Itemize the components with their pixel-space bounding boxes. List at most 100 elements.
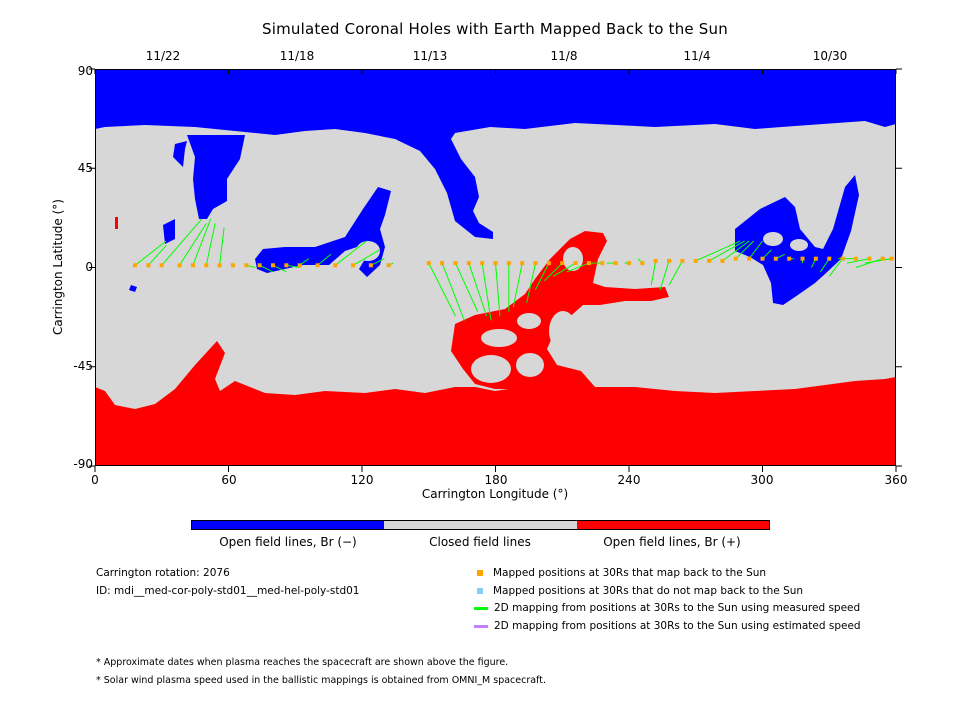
mapped-point xyxy=(653,258,658,263)
mapped-point xyxy=(204,263,209,268)
footnote: * Approximate dates when plasma reaches … xyxy=(96,657,509,668)
top-date-label: 11/8 xyxy=(550,49,578,63)
mapping-line xyxy=(205,223,216,266)
legend-item-estimated: 2D mapping from positions at 30Rs to the… xyxy=(474,620,861,634)
mapped-point xyxy=(315,263,320,268)
legend-marker-purple-line xyxy=(474,624,488,628)
open-negative-region-small xyxy=(163,219,175,244)
mapping-line xyxy=(526,262,537,303)
mapping-line xyxy=(553,262,576,277)
colorbar-label-negative: Open field lines, Br (−) xyxy=(219,535,357,549)
mapped-point xyxy=(177,263,182,268)
mapping-line xyxy=(828,258,843,277)
carrington-rotation-text: Carrington rotation: 2076 xyxy=(96,567,230,579)
mapping-line xyxy=(855,258,883,268)
colorbar-segment-positive xyxy=(576,521,769,529)
mapping-line xyxy=(219,227,225,266)
legend-marker-orange-square xyxy=(477,570,483,576)
mapping-line xyxy=(748,240,763,259)
mapped-point xyxy=(889,256,894,261)
mapped-point xyxy=(693,258,698,263)
mapping-lines-group xyxy=(134,218,892,321)
mapped-point xyxy=(257,263,262,268)
mapped-point xyxy=(627,261,631,266)
mapping-line xyxy=(334,240,367,266)
closed-island xyxy=(516,353,544,377)
mapped-point xyxy=(333,263,338,268)
axis-ticks xyxy=(89,68,902,472)
mapping-line xyxy=(134,240,167,266)
legend-label: 2D mapping from positions at 30Rs to the… xyxy=(494,602,861,614)
open-negative-region-small xyxy=(129,285,137,292)
mapped-points-group xyxy=(133,256,894,268)
mapping-line xyxy=(428,262,456,317)
top-date-label: 11/22 xyxy=(145,49,181,63)
mapping-line xyxy=(317,253,332,266)
mapped-point xyxy=(613,261,618,266)
closed-island xyxy=(471,355,511,383)
mapped-point xyxy=(600,261,605,266)
open-negative-region-north-lobe-tip xyxy=(173,141,187,167)
mapping-line xyxy=(722,240,750,262)
mapping-line xyxy=(161,218,203,266)
mapping-line xyxy=(148,245,167,266)
mapping-line xyxy=(659,260,670,290)
mapped-point xyxy=(747,256,752,261)
footnote: * Solar wind plasma speed used in the ba… xyxy=(96,675,546,686)
closed-island xyxy=(563,247,583,271)
mapped-point xyxy=(827,256,832,261)
mapping-line xyxy=(668,260,683,286)
legend-marker-green-line xyxy=(474,606,488,610)
colorbar-segment-closed xyxy=(384,521,577,529)
mapped-point xyxy=(217,263,222,268)
legend-item-measured: 2D mapping from positions at 30Rs to the… xyxy=(474,602,860,616)
mapping-line xyxy=(735,240,754,260)
mapped-point xyxy=(853,256,858,261)
page-title: Simulated Coronal Holes with Earth Mappe… xyxy=(262,20,728,38)
mapping-line xyxy=(566,262,590,273)
mapping-line xyxy=(259,264,274,273)
mapping-line xyxy=(846,258,870,264)
y-tick-label: -90 xyxy=(73,457,93,471)
mapping-line xyxy=(650,260,657,286)
top-date-label: 11/4 xyxy=(683,49,711,63)
mapped-point xyxy=(787,256,792,261)
x-tick-label: 240 xyxy=(617,473,641,487)
mapped-point xyxy=(297,263,302,268)
mapped-point xyxy=(244,263,249,268)
x-tick-label: 360 xyxy=(884,473,908,487)
mapped-point xyxy=(760,256,765,261)
y-tick-label: -45 xyxy=(73,359,93,373)
mapping-line xyxy=(468,262,488,317)
mapped-point xyxy=(493,261,498,266)
mapped-point xyxy=(520,261,525,266)
colorbar-label-positive: Open field lines, Br (+) xyxy=(603,535,741,549)
x-tick-label: 120 xyxy=(350,473,374,487)
colorbar-segment-negative xyxy=(192,521,385,529)
mapped-point xyxy=(773,256,778,261)
mapped-point xyxy=(867,256,872,261)
mapped-point xyxy=(271,263,275,268)
mapping-line xyxy=(512,262,523,308)
x-axis-title: Carrington Longitude (°) xyxy=(421,487,569,501)
top-date-label: 10/30 xyxy=(812,49,848,63)
mapping-line xyxy=(272,264,287,273)
mapping-line xyxy=(441,262,465,321)
mapping-line xyxy=(481,263,492,321)
mapped-point xyxy=(453,261,458,266)
legend-label: 2D mapping from positions at 30Rs to the… xyxy=(494,620,861,632)
mapped-point xyxy=(386,263,391,268)
mapped-point xyxy=(707,258,712,263)
mapped-point xyxy=(840,256,845,261)
mapped-point xyxy=(680,258,685,263)
mapped-point xyxy=(230,263,235,268)
mapped-point xyxy=(146,263,151,268)
y-tick-label: 90 xyxy=(77,64,93,78)
closed-island xyxy=(356,241,380,261)
mapping-line xyxy=(352,249,381,266)
mapped-point xyxy=(533,261,538,266)
mapped-point xyxy=(426,261,431,266)
legend-label: Mapped positions at 30Rs that do not map… xyxy=(493,585,804,597)
legend-item-mapped: Mapped positions at 30Rs that map back t… xyxy=(477,567,766,581)
mapped-point xyxy=(667,258,672,263)
